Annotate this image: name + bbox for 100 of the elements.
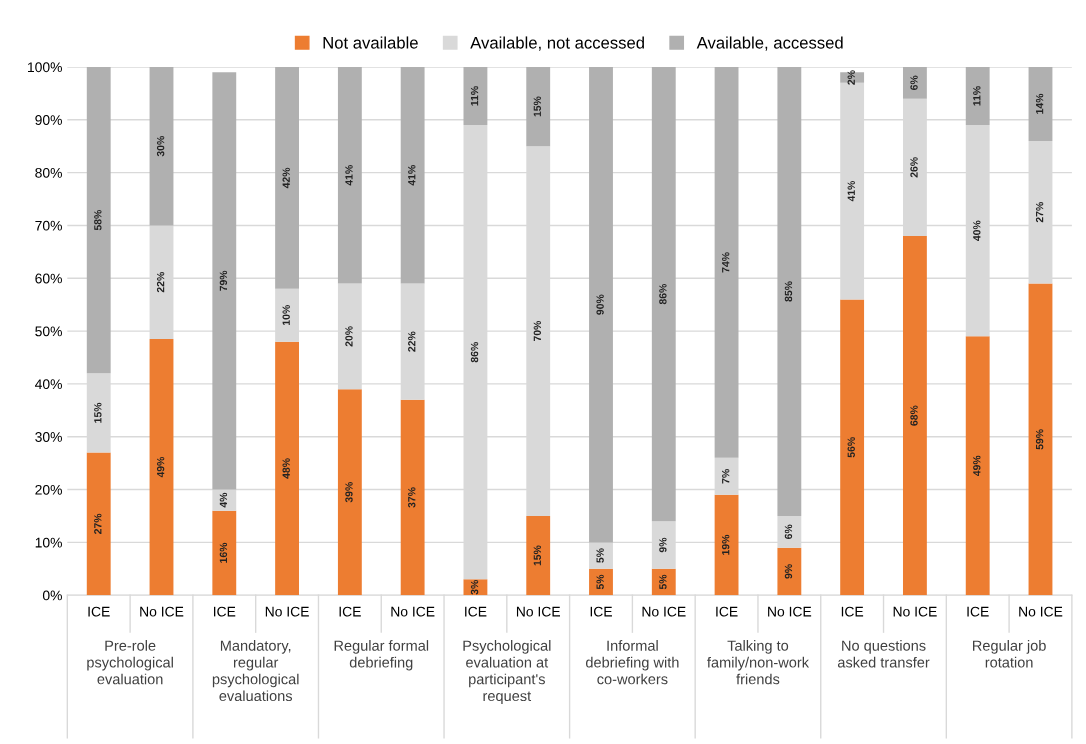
data-label: 56%: [847, 437, 855, 458]
data-label: 27%: [94, 513, 102, 534]
text: Talking to family/non-work friends: [707, 640, 810, 685]
data-label: 6%: [910, 75, 918, 90]
data-label: 49%: [973, 455, 981, 477]
data-label: 39%: [345, 482, 353, 503]
data-label: 59%: [1035, 429, 1044, 450]
data-label: 5%: [596, 574, 604, 590]
data-label: 42%: [282, 167, 290, 189]
y-tick-label: 30%: [35, 432, 62, 442]
x-tick-label: No ICE: [516, 606, 560, 617]
data-label: 41%: [345, 165, 353, 186]
y-tick-label: 60%: [35, 273, 62, 284]
data-label: 41%: [408, 165, 416, 186]
data-label: 40%: [973, 220, 981, 241]
data-label: 7%: [722, 469, 730, 484]
data-label: 3%: [470, 580, 479, 595]
bar: [275, 66, 300, 289]
data-label: 5%: [596, 548, 604, 563]
data-label: 68%: [910, 405, 918, 426]
data-label: 30%: [156, 136, 165, 157]
data-label: 19%: [721, 534, 730, 555]
data-label: 70%: [533, 320, 542, 342]
bar: [1028, 283, 1053, 596]
data-label: 11%: [470, 86, 479, 106]
bar: [902, 66, 927, 99]
bar: [651, 568, 676, 596]
data-label: 6%: [784, 524, 793, 539]
data-label: 37%: [408, 487, 416, 508]
bar: [463, 66, 488, 126]
bar: [400, 399, 425, 596]
data-label: 5%: [659, 574, 667, 590]
x-tick-label: No ICE: [265, 606, 309, 617]
x-tick-label: No ICE: [391, 606, 435, 617]
text: Regular formal debriefing: [334, 640, 429, 671]
bar: [86, 452, 111, 596]
data-label: 79%: [219, 270, 228, 291]
y-tick-label: 40%: [34, 379, 62, 390]
data-label: 22%: [156, 272, 165, 293]
bar: [651, 66, 676, 522]
text: No questions asked transfer: [837, 640, 930, 668]
bar: [86, 66, 111, 374]
bar: [589, 66, 613, 543]
bar: [1028, 66, 1053, 141]
x-tick-label: No ICE: [140, 606, 184, 617]
x-tick-label: ICE: [339, 606, 361, 617]
bar: [902, 236, 927, 596]
bar: [777, 547, 802, 596]
legend-label: Available, not accessed: [470, 36, 644, 51]
x-tick-label: No ICE: [893, 606, 937, 617]
bar: [965, 336, 990, 596]
bar: [212, 489, 237, 511]
data-label: 41%: [847, 180, 855, 202]
data-label: 9%: [659, 537, 667, 553]
data-label: 49%: [156, 456, 165, 478]
bar: [337, 66, 362, 284]
bar: [337, 389, 362, 596]
text: Regular job rotation: [973, 640, 1046, 668]
y-tick-label: 70%: [35, 220, 62, 231]
y-tick-label: 10%: [35, 537, 62, 548]
data-label: 9%: [784, 564, 793, 579]
data-label: 86%: [659, 283, 667, 305]
y-tick-label: 100%: [28, 62, 62, 73]
text: Informal debriefing with co-workers: [585, 640, 679, 685]
bar: [275, 341, 300, 596]
x-tick-label: No ICE: [768, 606, 812, 617]
data-label: 15%: [533, 96, 542, 117]
data-label: 2%: [847, 70, 855, 85]
bar: [526, 66, 551, 147]
x-tick-label: ICE: [465, 606, 487, 617]
data-label: 27%: [1035, 202, 1044, 223]
data-label: 16%: [219, 542, 228, 563]
x-tick-label: ICE: [590, 606, 612, 617]
text: Psychological evaluation at participant's request: [463, 640, 551, 704]
bar: [589, 568, 613, 596]
legend-label: Available, accessed: [696, 36, 843, 51]
data-label: 4%: [219, 492, 228, 508]
x-tick-label: ICE: [967, 606, 989, 617]
y-tick-label: 50%: [35, 326, 62, 337]
data-label: 22%: [408, 331, 416, 352]
bar: [526, 515, 551, 596]
data-label: 86%: [470, 342, 479, 363]
legend-label: Not available: [323, 36, 418, 49]
y-tick-label: 90%: [35, 115, 62, 125]
bar: [840, 72, 865, 83]
bar: [149, 339, 174, 596]
bar: [714, 66, 739, 458]
bar: [840, 299, 865, 596]
data-label: 15%: [533, 545, 542, 566]
x-tick-label: ICE: [841, 606, 864, 617]
x-tick-label: No ICE: [642, 606, 686, 617]
data-label: 26%: [910, 157, 918, 178]
data-label: 11%: [973, 86, 981, 106]
y-tick-label: 80%: [35, 167, 62, 178]
bar: [965, 66, 990, 126]
bar: [714, 494, 739, 596]
y-tick-label: 20%: [35, 484, 62, 495]
bar: [400, 66, 425, 284]
data-label: 74%: [722, 252, 730, 273]
data-label: 58%: [94, 210, 102, 231]
